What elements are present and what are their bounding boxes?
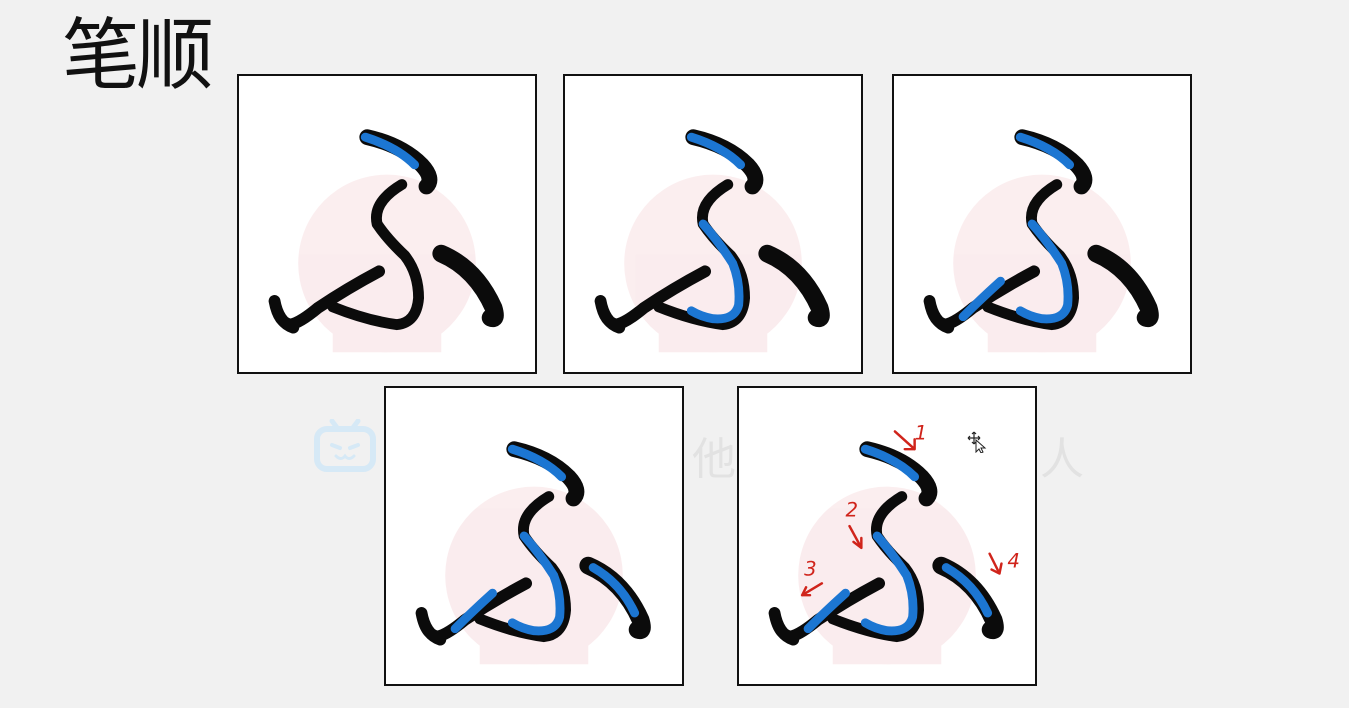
watermark-text-left: 他 <box>692 434 736 485</box>
highlighted-strokes <box>686 132 746 324</box>
highlight-stroke-1 <box>360 132 420 170</box>
bilibili-tv-icon <box>314 419 376 472</box>
highlighted-strokes <box>958 132 1075 324</box>
hiragana-fu-stroke-1 <box>268 129 504 353</box>
highlighted-strokes <box>803 444 993 636</box>
annotation-number-2: 2 <box>846 498 859 521</box>
stroke-order-panel-annotated: 1 2 3 4 <box>737 386 1037 686</box>
arrow-4-icon <box>988 552 1003 575</box>
page-title: 笔顺 <box>62 11 214 101</box>
annotation-number-3: 3 <box>804 557 817 580</box>
stroke-order-panel-3 <box>892 74 1192 374</box>
hiragana-fu-stroke-3 <box>923 129 1159 353</box>
stroke-order-panel-4 <box>384 386 684 686</box>
annotation-number-4: 4 <box>1007 550 1020 573</box>
annotation-numbers: 1 2 3 4 <box>804 421 1020 580</box>
hiragana-fu-stroke-2 <box>594 129 830 353</box>
character-ink <box>268 129 504 334</box>
stroke-order-panel-1 <box>237 74 537 374</box>
annotation-arrows <box>800 430 1003 597</box>
arrow-2-icon <box>848 524 863 550</box>
stroke-order-panel-2 <box>563 74 863 374</box>
watermark-text-right: 人 <box>1040 434 1084 485</box>
hiragana-fu-stroke-4 <box>415 441 651 665</box>
highlighted-strokes <box>450 444 640 636</box>
move-cursor-icon <box>967 431 987 453</box>
hiragana-fu-annotated: 1 2 3 4 <box>768 421 1020 665</box>
annotation-number-1: 1 <box>915 421 928 444</box>
arrow-3-icon <box>800 582 824 597</box>
arrow-1-icon <box>893 430 916 451</box>
